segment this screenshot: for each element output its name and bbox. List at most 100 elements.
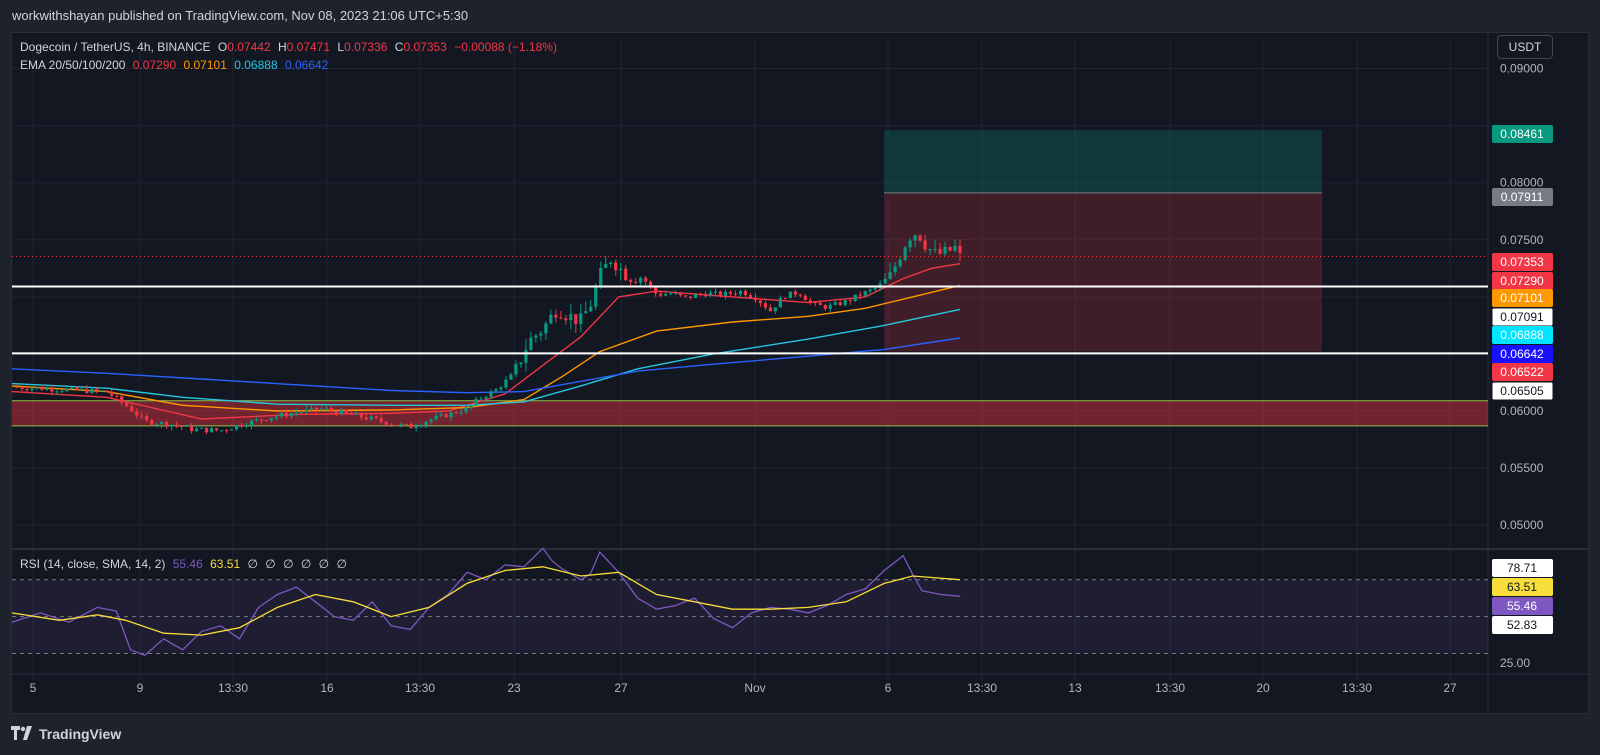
candle-body	[569, 314, 573, 321]
time-axis: 5 9 13:30 16 13:30 23 27 Nov 6 13:30 13 13:30 20 13:3…	[30, 681, 1457, 695]
candle-body	[374, 416, 378, 419]
candle-body	[155, 424, 159, 426]
candle-body	[928, 249, 932, 251]
candle-body	[773, 307, 777, 312]
candle-body	[589, 306, 593, 312]
price-badge-label: 0.06888	[1500, 328, 1544, 342]
candle-body	[828, 304, 832, 309]
candle-body	[50, 388, 54, 392]
rsi-badge	[1492, 559, 1553, 577]
candle-body	[404, 424, 408, 426]
candle-body	[309, 407, 313, 410]
candle-body	[958, 246, 962, 253]
candle-body	[334, 410, 338, 414]
currency-button[interactable]: USDT	[1497, 35, 1553, 59]
price-tick: 0.05500	[1500, 461, 1544, 475]
candle-body	[439, 413, 443, 416]
change-value: −0.00088 (−1.18%)	[454, 40, 557, 54]
time-tick: 20	[1256, 681, 1270, 695]
candle-body	[514, 364, 518, 375]
candle-body	[429, 419, 433, 422]
candle-body	[389, 424, 393, 426]
candle-body	[399, 424, 403, 426]
tradingview-logo-icon	[11, 725, 33, 743]
chart-frame[interactable]	[11, 32, 1589, 714]
candle-body	[234, 425, 239, 430]
candle-body	[20, 387, 24, 389]
rsi-value: 55.46	[172, 557, 203, 571]
rsi-line	[11, 547, 961, 657]
time-tick: 13:30	[1342, 681, 1372, 695]
candle-body	[733, 293, 738, 295]
candle-body	[853, 294, 857, 301]
candle-body	[479, 398, 483, 400]
candle-body	[693, 294, 698, 298]
candle-body	[713, 291, 718, 293]
candle-body	[858, 294, 862, 296]
open-value: 0.07442	[227, 40, 271, 54]
candle-body	[579, 313, 583, 324]
candle-body	[674, 293, 678, 295]
time-tick: 13:30	[405, 681, 435, 695]
candle-body	[654, 286, 658, 294]
candle-body	[818, 302, 822, 306]
candle-body	[145, 416, 149, 421]
candle-body	[873, 288, 877, 290]
candle-body	[314, 407, 318, 411]
candle-body	[204, 427, 209, 433]
candle-body	[728, 291, 733, 294]
candle-body	[150, 420, 154, 425]
candle-body	[249, 420, 254, 426]
candle-body	[349, 412, 353, 415]
candle-body	[923, 240, 927, 250]
candle-body	[55, 391, 59, 393]
candle-body	[519, 362, 523, 365]
rsi-label: RSI (14, close, SMA, 14, 2)	[20, 557, 166, 571]
candle-body	[753, 297, 758, 301]
candle-body	[504, 379, 508, 388]
candle-body	[843, 300, 847, 306]
candle-body	[264, 420, 269, 422]
published-header: workwithshayan published on TradingView.…	[12, 8, 469, 23]
candle-body	[838, 302, 842, 306]
horizontal-levels	[12, 256, 1488, 355]
candle-body	[219, 430, 224, 432]
candle-body	[364, 417, 368, 420]
price-tick: 0.09000	[1500, 62, 1544, 76]
candle-body	[803, 295, 807, 301]
rsi-tick: 25.00	[1500, 656, 1530, 670]
candle-body	[299, 412, 303, 414]
candle-body	[609, 262, 613, 264]
candle-body	[629, 280, 633, 282]
price-badge-label: 0.06642	[1500, 347, 1544, 361]
empty-value: ∅	[336, 557, 347, 571]
candle-body	[125, 402, 129, 407]
price-badge	[1492, 289, 1553, 307]
rsi-ma-line	[11, 566, 961, 636]
candle-body	[279, 412, 284, 417]
candle-body	[698, 294, 703, 296]
candle-body	[170, 424, 174, 427]
candle-body	[449, 412, 453, 418]
rsi-sma-value: 63.51	[210, 557, 241, 571]
candle-body	[100, 390, 104, 392]
candle-body	[284, 412, 289, 417]
price-badge-label: 0.07911	[1501, 190, 1544, 204]
candle-body	[359, 413, 363, 418]
ema200-value: 0.06642	[284, 58, 329, 72]
candle-body	[798, 294, 802, 296]
candle-body	[459, 412, 463, 414]
candle-body	[80, 388, 84, 390]
rsi-badge	[1492, 578, 1553, 596]
high-label: H	[277, 40, 287, 54]
candle-body	[274, 416, 279, 419]
ema50-value: 0.07101	[183, 58, 227, 72]
candles	[15, 234, 962, 435]
ema-label: EMA 20/50/100/200	[20, 58, 126, 72]
tradingview-brand[interactable]: TradingView	[11, 716, 311, 752]
candle-body	[424, 421, 428, 426]
price-badge	[1492, 272, 1553, 290]
candle-body	[414, 426, 418, 429]
candle-body	[489, 391, 493, 398]
